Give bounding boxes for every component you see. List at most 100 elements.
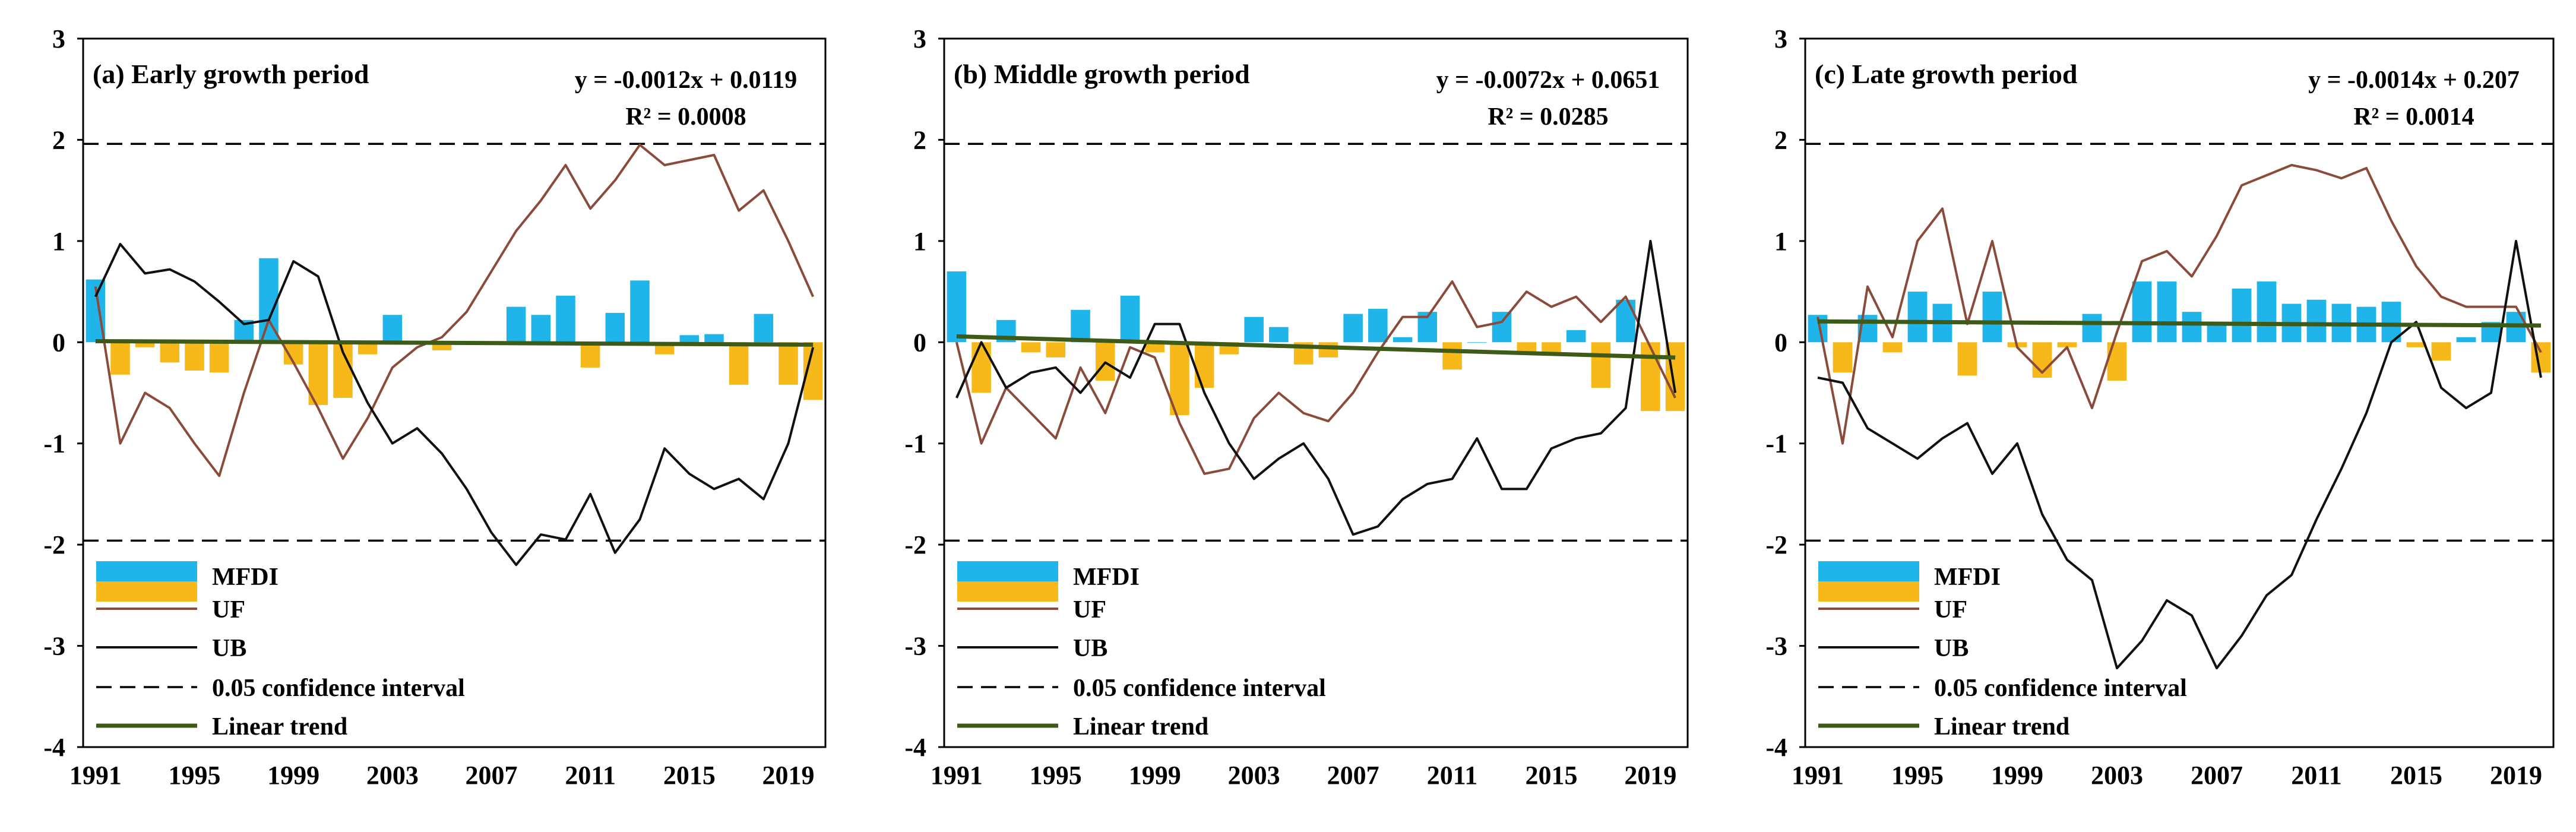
y-tick-label: -4 [43,733,65,762]
legend-mfdi-swatch-neg [957,581,1058,602]
mfdi-bar [1566,330,1586,343]
y-tick-label: 1 [52,227,65,256]
mfdi-bar [1591,342,1611,388]
legend-label-mfdi: MFDI [212,564,279,591]
x-tick-label: 2007 [2191,761,2243,790]
legend-mfdi-swatch-pos [96,561,197,581]
x-tick-label: 2011 [1427,761,1478,790]
uf-line [955,280,1676,475]
y-tick-label: -3 [904,632,926,661]
x-tick-label: 2015 [663,761,716,790]
mfdi-bar [704,334,724,343]
mfdi-bar [1982,292,2002,343]
mfdi-bar [1442,342,1462,370]
ub-line [94,243,815,567]
mfdi-bar [2157,281,2177,343]
legend-label-trend: Linear trend [1934,713,2069,741]
mfdi-bar [1616,299,1635,343]
y-tick-label: 0 [1774,328,1787,357]
x-tick-label: 2003 [1228,761,1280,790]
mfdi-bar [209,342,229,373]
mfdi-bar [531,315,551,343]
trend-equation: y = -0.0072x + 0.0651 [1436,67,1660,94]
legend-mfdi-swatch-pos [957,561,1058,581]
mfdi-bar [1145,342,1165,353]
x-tick-label: 2011 [2291,761,2342,790]
mfdi-bar [779,342,798,385]
y-tick-label: 3 [1774,24,1787,53]
mfdi-bar [2456,337,2476,343]
mfdi-bar [2057,342,2077,347]
y-tick-label: -4 [904,733,926,762]
trend-line [956,334,1676,360]
legend-label-ub: UB [1073,635,1107,662]
x-tick-label: 2019 [2490,761,2542,790]
legend-label-ci: 0.05 confidence interval [1934,675,2187,702]
x-tick-label: 2007 [466,761,518,790]
mfdi-bar [729,342,749,385]
y-tick-label: 3 [52,24,65,53]
x-tick-label: 2003 [2091,761,2143,790]
mfdi-bar [2082,314,2102,343]
mfdi-bar [1071,309,1090,343]
x-tick-label: 2019 [762,761,815,790]
mfdi-bar [1542,342,1561,355]
trend-equation: y = -0.0014x + 0.207 [2308,67,2520,94]
panel-title: (c) Late growth period [1815,59,2078,89]
x-tick-label: 1991 [69,761,122,790]
mfdi-bar [971,342,991,393]
mfdi-bar [110,342,130,375]
mfdi-bar [259,258,279,343]
y-tick-label: -2 [43,530,65,559]
ub-line [955,239,1677,536]
mfdi-bar [1368,309,1388,343]
y-tick-label: 2 [913,125,926,154]
legend-label-uf: UF [212,596,245,624]
mfdi-bar [1120,295,1140,343]
legend-label-trend: Linear trend [212,713,347,741]
mfdi-bar [947,271,967,343]
trend-line [1817,319,2542,328]
y-tick-label: -2 [904,530,926,559]
mfdi-bar [2107,342,2127,381]
x-tick-label: 1995 [1030,761,1082,790]
mfdi-bar [1244,317,1264,343]
y-tick-label: -1 [904,429,926,458]
x-tick-label: 2019 [1624,761,1676,790]
mfdi-bar [1467,342,1487,343]
mfdi-bar [2306,299,2327,343]
mfdi-bar [506,306,526,343]
mfdi-bar [135,342,155,347]
trend-r2: R² = 0.0014 [2353,103,2474,131]
legend-mfdi-swatch-neg [1818,581,1919,602]
mfdi-bar [605,312,625,343]
legend-label-ub: UB [1934,635,1969,662]
legend-label-ci: 0.05 confidence interval [1073,675,1326,702]
x-tick-label: 1999 [1991,761,2043,790]
mfdi-bar [1492,312,1512,343]
mfdi-bar [1318,342,1338,358]
y-tick-label: 1 [913,227,926,256]
mfdi-bar [1194,342,1214,388]
mfdi-bar [1833,342,1853,373]
mfdi-bar [2232,288,2252,343]
y-tick-label: 0 [52,328,65,357]
ub-line [1817,239,2542,670]
mfdi-bar [2406,342,2426,347]
mfdi-bar [556,295,575,343]
y-tick-label: 2 [52,125,65,154]
mfdi-bar [382,315,403,343]
mfdi-bar [1021,342,1041,353]
mfdi-bar [1957,342,1977,376]
mfdi-bar [1269,327,1289,343]
mfdi-bar [580,342,600,368]
x-tick-label: 1999 [267,761,319,790]
legend-label-ci: 0.05 confidence interval [212,675,465,702]
x-tick-label: 2015 [1525,761,1577,790]
y-tick-label: -1 [43,429,65,458]
plot-frame [943,37,1689,748]
trend-line [95,339,814,347]
